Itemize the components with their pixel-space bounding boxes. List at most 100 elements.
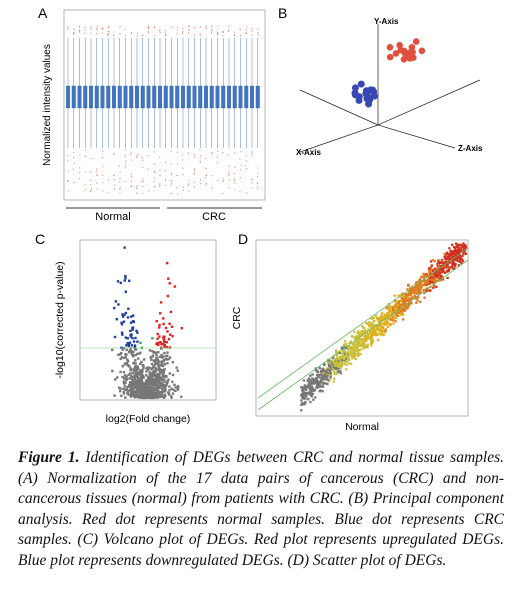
point (155, 386, 159, 390)
point (162, 340, 166, 343)
outlier (199, 34, 201, 37)
point (400, 293, 403, 297)
point (392, 315, 396, 319)
point (423, 291, 426, 295)
point (144, 382, 148, 385)
outlier (239, 35, 242, 37)
point (354, 340, 358, 343)
point (141, 394, 145, 398)
point (130, 393, 133, 396)
point (408, 301, 411, 304)
outlier (107, 191, 109, 194)
point (113, 335, 117, 339)
point (152, 372, 156, 376)
point (409, 298, 413, 302)
point (368, 323, 372, 327)
point (166, 261, 169, 265)
outlier (205, 184, 207, 186)
point (376, 326, 379, 330)
outlier (84, 29, 86, 31)
point (388, 304, 392, 308)
point (447, 257, 451, 260)
point (446, 263, 449, 266)
point (133, 348, 137, 351)
point (127, 364, 130, 367)
point (393, 316, 396, 320)
point (362, 347, 365, 350)
point (354, 343, 357, 346)
outlier (136, 155, 138, 157)
outlier (102, 181, 104, 184)
point (376, 338, 380, 342)
outlier (107, 34, 109, 36)
outlier (176, 175, 178, 177)
outlier (228, 165, 230, 167)
point (113, 394, 116, 397)
point (461, 254, 464, 258)
point (146, 368, 150, 372)
point (391, 305, 395, 309)
point (122, 356, 126, 360)
point (150, 395, 153, 398)
outlier (95, 171, 98, 173)
point (136, 365, 140, 368)
point (337, 362, 340, 365)
point (310, 385, 314, 388)
point (451, 259, 454, 262)
point (337, 365, 340, 368)
point (334, 367, 337, 371)
point (129, 350, 133, 353)
outlier (141, 159, 143, 161)
point (131, 378, 135, 382)
point (131, 353, 134, 356)
box (83, 85, 88, 109)
point (168, 346, 172, 349)
point (160, 342, 163, 346)
point (464, 244, 467, 248)
point (397, 306, 400, 309)
point (117, 303, 120, 306)
point (151, 337, 154, 340)
outlier (67, 180, 69, 182)
outlier (154, 177, 156, 179)
point (425, 290, 428, 293)
point (455, 252, 459, 255)
outlier (96, 188, 98, 190)
outlier (170, 184, 172, 186)
point (160, 356, 164, 359)
point (454, 255, 457, 258)
point (300, 409, 303, 412)
point (152, 351, 156, 354)
point (167, 277, 170, 280)
outlier (118, 165, 120, 167)
point (320, 376, 324, 379)
point (316, 373, 319, 377)
point (160, 387, 164, 391)
point (154, 394, 158, 397)
point (430, 264, 433, 267)
box (192, 85, 197, 109)
point (356, 344, 359, 347)
point (453, 267, 456, 270)
point (361, 329, 364, 333)
point (335, 358, 338, 361)
point (424, 284, 427, 287)
point (126, 342, 129, 345)
point (406, 306, 410, 309)
point (342, 347, 345, 350)
point (157, 350, 160, 354)
point (120, 321, 123, 324)
point (437, 264, 441, 267)
point (153, 394, 156, 397)
outlier (256, 185, 258, 188)
point (333, 363, 337, 366)
point (162, 375, 165, 378)
box (152, 85, 157, 109)
point (464, 252, 468, 255)
point (369, 335, 373, 339)
point (133, 346, 136, 349)
point (436, 268, 439, 271)
point (437, 277, 440, 280)
point (127, 344, 131, 348)
point (131, 314, 135, 317)
